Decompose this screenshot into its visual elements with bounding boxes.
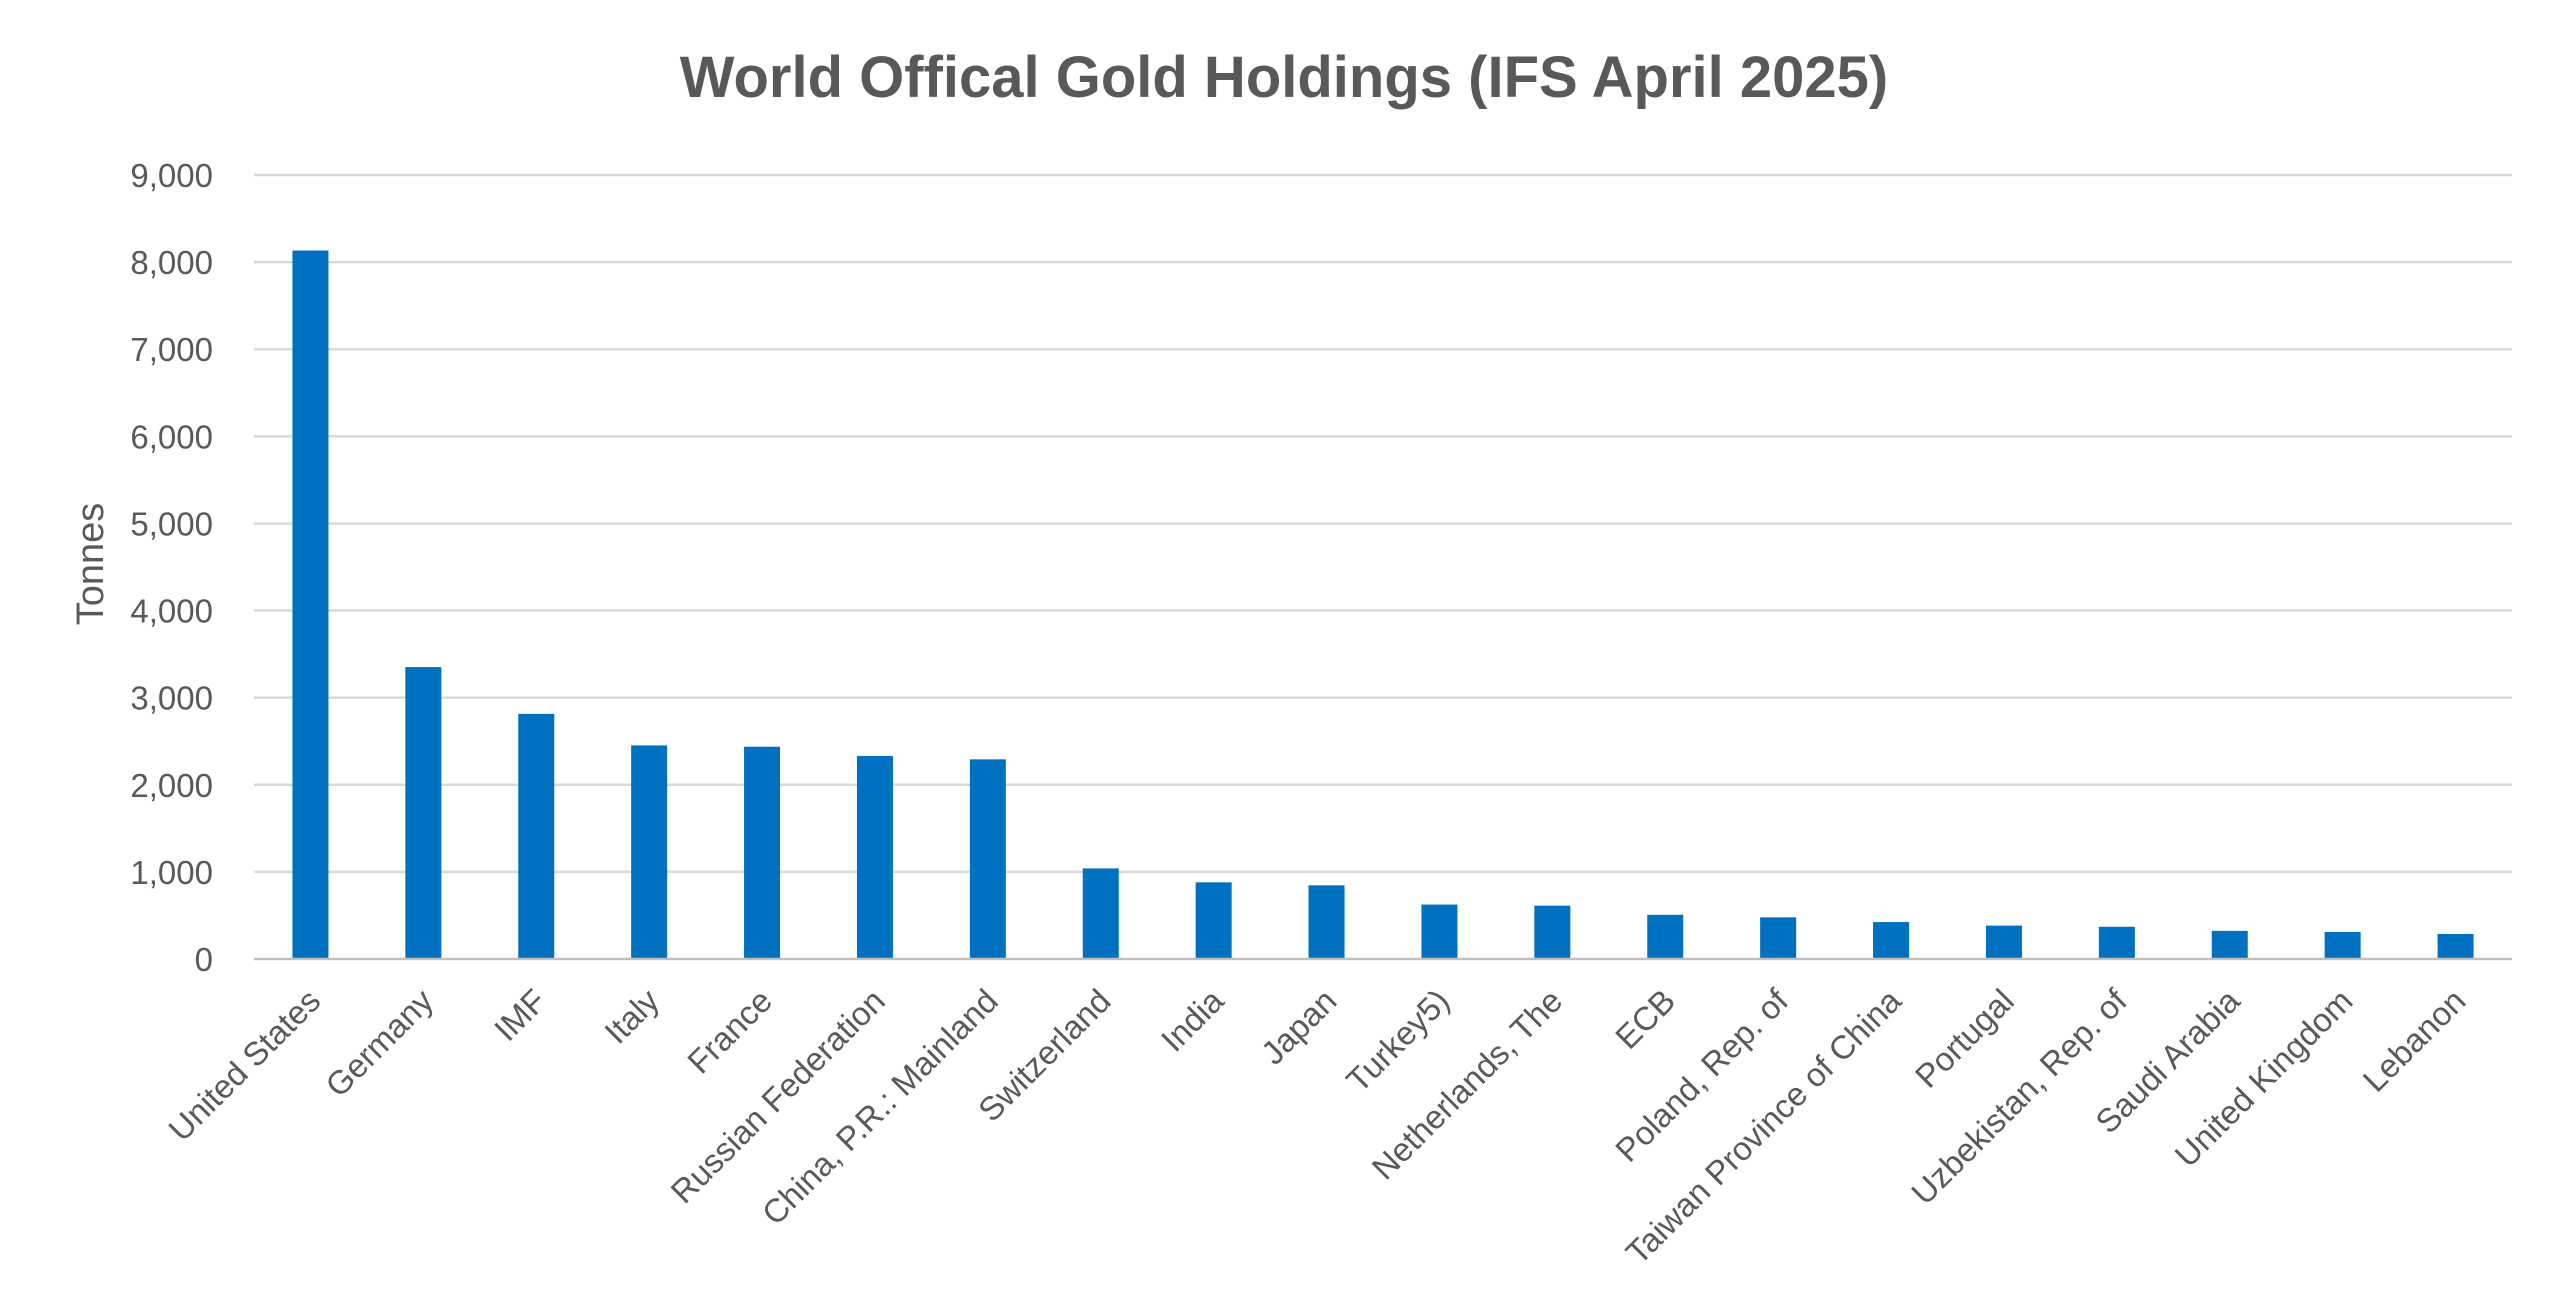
bar [1421,904,1458,959]
x-category-label: Italy [597,981,666,1050]
x-category-label: Russian Federation [663,982,892,1211]
y-tick-label: 8,000 [130,244,213,281]
y-tick-label: 2,000 [130,767,213,804]
bar [1195,882,1232,959]
x-category-label: Portugal [1908,982,2021,1095]
bar [2098,926,2135,959]
x-category-label: Germany [318,981,440,1103]
x-category-label: India [1154,981,1231,1058]
x-category-label: Turkey5) [1339,982,1456,1099]
bar [1082,868,1119,959]
bar [1534,905,1571,959]
y-tick-label: 0 [195,941,213,978]
y-tick-label: 7,000 [130,331,213,368]
gridlines [254,173,2512,874]
y-axis-label: Tonnes [70,503,112,626]
x-category-label: France [680,982,779,1081]
bars [292,250,2474,959]
y-axis-ticks: 0 1,000 2,000 3,000 4,000 5,000 6,000 7,000 8,00… [130,157,213,978]
bar [744,746,781,959]
y-tick-label: 1,000 [130,854,213,891]
bar [1873,922,1910,959]
y-tick-label: 3,000 [130,680,213,717]
bar [2324,931,2361,959]
x-category-label: Uzbekistan, Rep. of [1904,981,2134,1211]
x-category-label: Netherlands, The [1365,982,1570,1187]
bar [1647,914,1684,959]
bar [969,759,1006,959]
chart-title: World Offical Gold Holdings (IFS April 2… [680,45,1888,110]
y-tick-label: 5,000 [130,505,213,542]
bar [405,667,442,959]
y-tick-label: 4,000 [130,593,213,630]
x-category-label: ECB [1608,982,1682,1056]
bar [292,250,329,959]
y-tick-label: 6,000 [130,418,213,455]
y-tick-label: 9,000 [130,157,213,194]
x-category-label: Lebanon [2355,982,2472,1099]
bar [1308,885,1345,959]
bar [2211,930,2248,959]
bar [856,756,893,959]
x-category-label: United States [161,982,327,1148]
bar [2437,933,2474,959]
bar [631,745,668,959]
x-category-label: IMF [487,982,553,1048]
bar [1760,917,1797,959]
bar [1985,925,2022,959]
x-category-label: Japan [1254,982,1344,1072]
bar [518,713,555,959]
